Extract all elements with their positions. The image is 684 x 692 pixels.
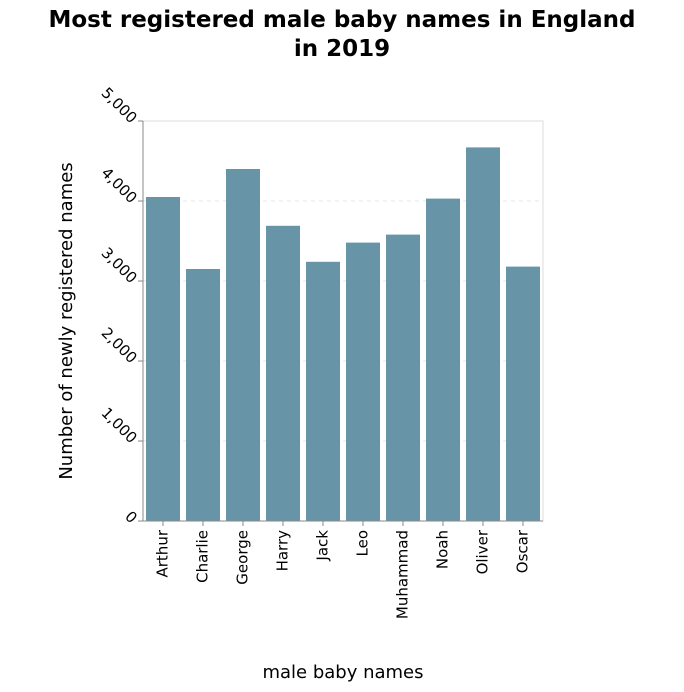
axes [138,120,543,526]
x-tick-label: Muhammad [394,530,412,619]
x-tick-label: Oscar [514,529,532,573]
x-tick-label: Charlie [194,530,212,583]
x-tick-label: Oliver [474,529,492,574]
y-tick-labels: 0 1,000 2,000 3,000 4,000 5,000 [98,84,141,527]
x-tick-label: Harry [274,530,292,572]
bar-arthur [146,197,180,521]
bar-harry [266,225,300,522]
x-tick-label: George [234,530,252,585]
chart-title-line-1: Most registered male baby names in Engla… [48,7,636,33]
x-tick-label: Leo [354,530,372,557]
x-axis-title: male baby names [262,662,423,683]
y-tick-label: 2,000 [98,324,141,367]
bar-george [226,169,260,521]
x-tick-label: Jack [314,530,332,562]
y-axis-title: Number of newly registered names [56,162,77,479]
y-tick-label: 5,000 [98,84,141,127]
chart-title-line-2: in 2019 [293,36,391,62]
y-tick-label: 1,000 [98,404,141,447]
bar-oliver [466,147,500,521]
bar-muhammad [386,234,420,521]
bar-leo [346,242,380,521]
bar-oscar [506,266,540,521]
bar-noah [426,198,460,521]
bar-jack [306,261,340,521]
y-tick-label: 4,000 [98,164,141,207]
bar-charlie [186,269,220,521]
x-tick-label: Arthur [154,529,172,577]
y-tick-label: 0 [121,508,140,527]
x-tick-labels: Arthur Charlie George Harry Jack Leo Muhammad N… [154,529,532,619]
x-tick-label: Noah [434,530,452,569]
bars [146,147,540,522]
chart-title: Most registered male baby names in Engla… [0,6,684,64]
y-tick-label: 3,000 [98,244,141,287]
